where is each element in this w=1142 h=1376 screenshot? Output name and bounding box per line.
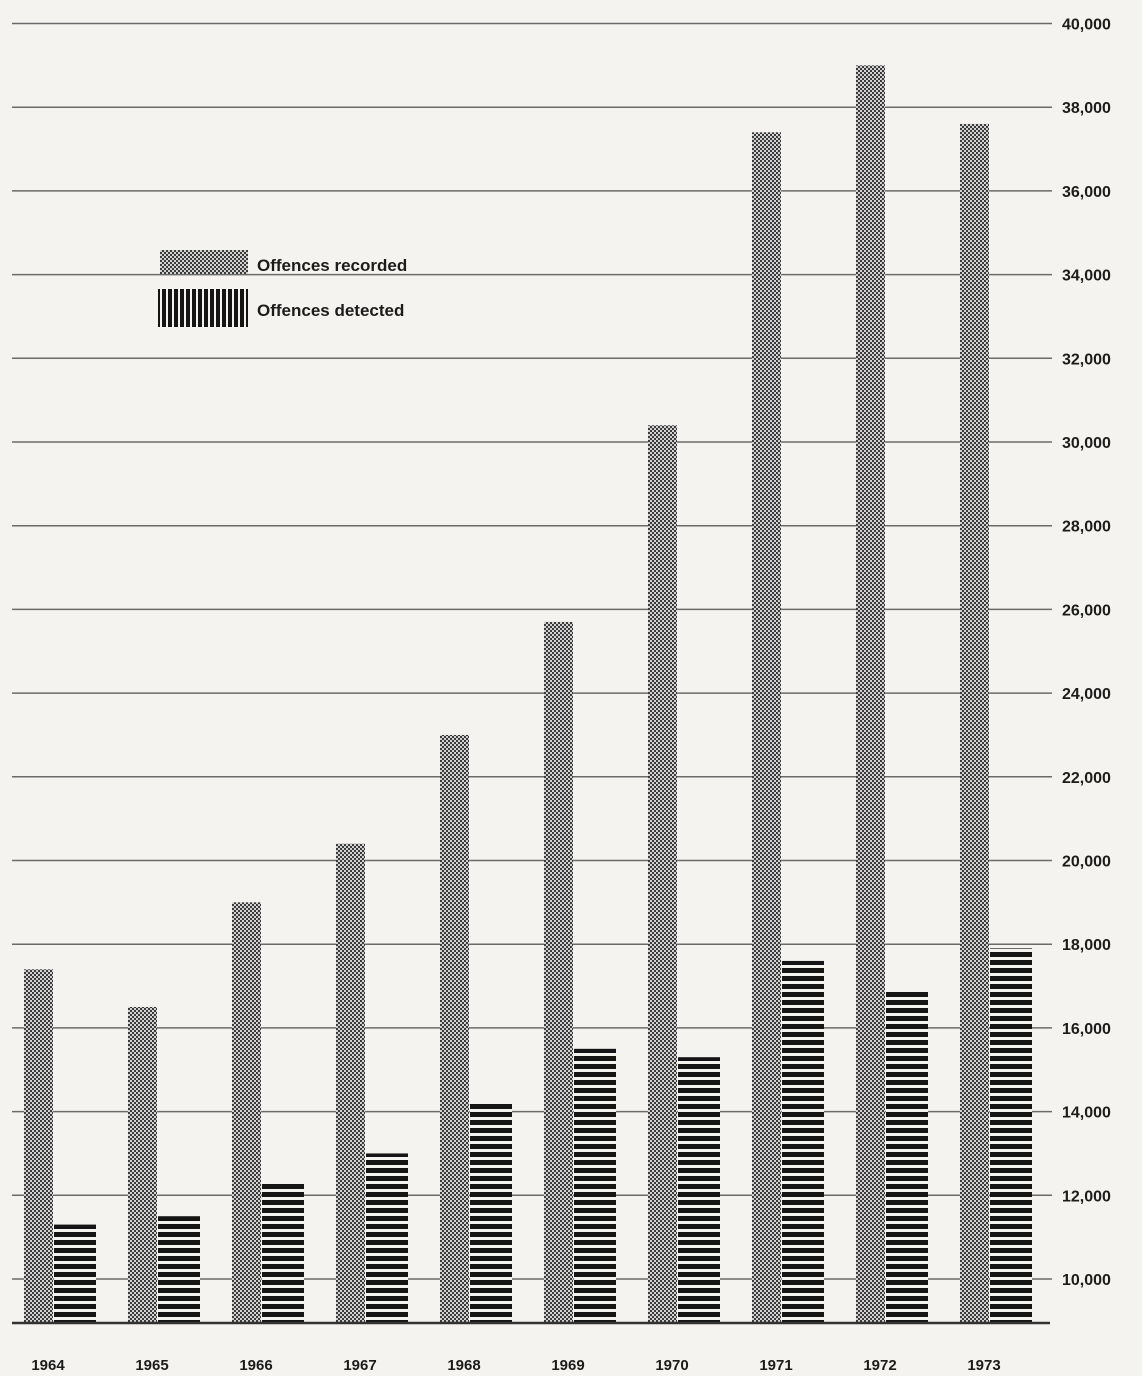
x-tick-label: 1971 xyxy=(759,1357,792,1374)
bar-recorded-1964 xyxy=(24,969,53,1323)
bars xyxy=(24,65,1032,1324)
bar-detected-1973 xyxy=(990,948,1032,1323)
x-tick-label: 1970 xyxy=(655,1357,688,1374)
bar-recorded-1969 xyxy=(544,621,573,1323)
x-tick-label: 1968 xyxy=(447,1357,480,1374)
y-tick-label: 18,000 xyxy=(1062,937,1111,954)
bar-recorded-1972 xyxy=(856,65,885,1324)
bar-detected-1964 xyxy=(54,1224,96,1323)
y-tick-label: 14,000 xyxy=(1062,1105,1111,1122)
x-tick-label: 1973 xyxy=(967,1357,1000,1374)
y-tick-label: 24,000 xyxy=(1062,686,1111,703)
bar-detected-1965 xyxy=(158,1216,200,1323)
y-tick-label: 40,000 xyxy=(1062,17,1111,34)
y-tick-label: 30,000 xyxy=(1062,435,1111,452)
y-tick-label: 34,000 xyxy=(1062,268,1111,285)
bar-recorded-1968 xyxy=(440,734,469,1323)
bar-detected-1968 xyxy=(470,1103,512,1323)
bar-recorded-1970 xyxy=(648,425,677,1323)
legend-label-detected: Offences detected xyxy=(257,301,404,320)
bar-detected-1972 xyxy=(886,990,928,1323)
bar-recorded-1966 xyxy=(232,902,261,1323)
y-tick-label: 38,000 xyxy=(1062,100,1111,117)
legend: Offences recorded Offences detected xyxy=(158,250,407,327)
y-tick-label: 10,000 xyxy=(1062,1272,1111,1289)
y-tick-label: 36,000 xyxy=(1062,184,1111,201)
bar-recorded-1971 xyxy=(752,132,781,1323)
y-tick-label: 16,000 xyxy=(1062,1021,1111,1038)
bar-recorded-1973 xyxy=(960,123,989,1324)
x-tick-label: 1969 xyxy=(551,1357,584,1374)
x-tick-label: 1964 xyxy=(31,1357,65,1374)
x-tick-label: 1965 xyxy=(135,1357,168,1374)
bar-detected-1967 xyxy=(366,1153,408,1323)
x-tick-label: 1967 xyxy=(343,1357,376,1374)
bar-detected-1970 xyxy=(678,1057,720,1323)
bar-recorded-1967 xyxy=(336,843,365,1323)
legend-swatch-detected xyxy=(158,289,248,327)
bar-recorded-1965 xyxy=(128,1006,157,1323)
y-tick-label: 28,000 xyxy=(1062,519,1111,536)
y-tick-label: 22,000 xyxy=(1062,770,1111,787)
y-tick-label: 20,000 xyxy=(1062,854,1111,871)
legend-label-recorded: Offences recorded xyxy=(257,256,407,275)
y-tick-label: 32,000 xyxy=(1062,351,1111,368)
bar-detected-1966 xyxy=(262,1182,304,1323)
x-tick-label: 1972 xyxy=(863,1357,896,1374)
bar-detected-1969 xyxy=(574,1048,616,1323)
y-axis-ticks: 10,000 12,000 14,000 16,000 18,000 20,000 22,0… xyxy=(1062,17,1111,1290)
legend-swatch-recorded xyxy=(160,250,248,274)
y-tick-label: 26,000 xyxy=(1062,602,1111,619)
bar-detected-1971 xyxy=(782,960,824,1323)
x-tick-label: 1966 xyxy=(239,1357,272,1374)
x-axis-ticks: 1964 1965 1966 1967 1968 1969 1970 1971 1972 1973 xyxy=(31,1357,1000,1374)
y-tick-label: 12,000 xyxy=(1062,1188,1111,1205)
